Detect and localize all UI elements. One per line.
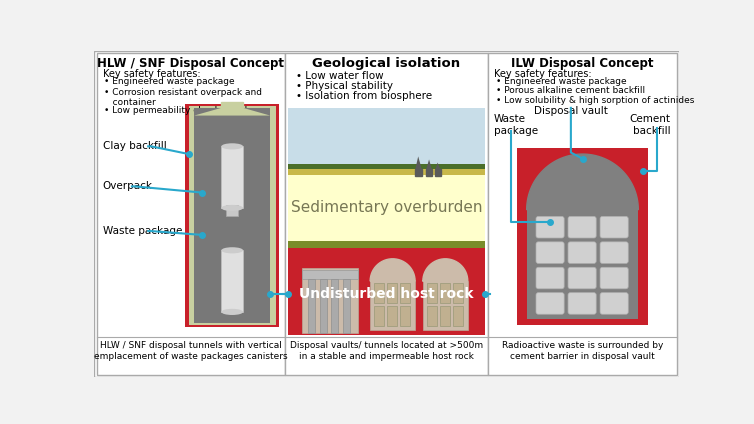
FancyBboxPatch shape (536, 267, 564, 289)
Bar (374, 306, 384, 326)
Bar (288, 170, 485, 243)
Polygon shape (195, 108, 270, 116)
Bar (423, 281, 467, 329)
Bar (427, 306, 437, 326)
Text: Cement
backfill: Cement backfill (630, 114, 671, 136)
Text: • Low permeability clay backfill: • Low permeability clay backfill (104, 106, 247, 115)
Bar (222, 250, 243, 312)
Text: • Corrosion resistant overpack and
   container: • Corrosion resistant overpack and conta… (104, 88, 262, 107)
Bar (400, 306, 410, 326)
Bar (400, 283, 410, 303)
FancyBboxPatch shape (600, 216, 628, 238)
Bar (426, 170, 432, 176)
Bar (288, 108, 485, 166)
Text: ILW Disposal Concept: ILW Disposal Concept (511, 57, 654, 70)
Bar (320, 279, 326, 333)
Ellipse shape (222, 247, 243, 254)
Bar (435, 170, 440, 176)
FancyBboxPatch shape (568, 293, 596, 314)
Text: • Engineered waste package: • Engineered waste package (495, 77, 627, 86)
Bar (222, 102, 243, 108)
FancyBboxPatch shape (600, 293, 628, 314)
Bar (302, 270, 357, 279)
FancyBboxPatch shape (536, 216, 564, 238)
FancyBboxPatch shape (536, 293, 564, 314)
Bar (222, 146, 243, 208)
Ellipse shape (222, 309, 243, 315)
Bar (488, 53, 677, 375)
FancyBboxPatch shape (568, 242, 596, 263)
Bar (195, 108, 270, 324)
Text: Clay backfill: Clay backfill (103, 141, 167, 151)
Text: • Low solubility & high sorption of actinides: • Low solubility & high sorption of acti… (495, 95, 694, 105)
Bar (370, 281, 415, 329)
FancyBboxPatch shape (568, 267, 596, 289)
Text: Key safety features:: Key safety features: (494, 70, 592, 79)
Bar (374, 283, 384, 303)
Text: HLW / SNF disposal tunnels with vertical
emplacement of waste packages canisters: HLW / SNF disposal tunnels with vertical… (94, 341, 287, 360)
Polygon shape (426, 159, 432, 170)
Bar (453, 306, 463, 326)
Bar (527, 209, 639, 319)
Bar (388, 306, 397, 326)
Polygon shape (423, 259, 467, 281)
Bar (185, 104, 280, 327)
Bar (288, 169, 485, 175)
Bar (308, 279, 315, 333)
Polygon shape (435, 162, 440, 170)
Bar (517, 148, 648, 325)
Polygon shape (415, 156, 422, 170)
FancyBboxPatch shape (600, 267, 628, 289)
Text: • Physical stability: • Physical stability (296, 81, 393, 91)
Bar (427, 283, 437, 303)
Text: Disposal vault: Disposal vault (534, 106, 608, 116)
Text: • Low water flow: • Low water flow (296, 71, 383, 81)
Bar (288, 247, 485, 335)
Bar (388, 283, 397, 303)
Text: • Engineered waste package: • Engineered waste package (104, 77, 235, 86)
Text: Radioactive waste is surrounded by
cement barrier in disposal vault: Radioactive waste is surrounded by cemen… (502, 341, 664, 360)
Bar (332, 279, 339, 333)
Text: Disposal vaults/ tunnels located at >500m
in a stable and impermeable host rock: Disposal vaults/ tunnels located at >500… (290, 341, 483, 360)
Text: • Isolation from biosphere: • Isolation from biosphere (296, 91, 432, 101)
Bar (97, 53, 285, 375)
Ellipse shape (222, 205, 243, 211)
FancyBboxPatch shape (536, 242, 564, 263)
Bar (440, 283, 450, 303)
Text: Geological isolation: Geological isolation (312, 57, 461, 70)
Bar (453, 283, 463, 303)
FancyBboxPatch shape (568, 216, 596, 238)
Text: Undisturbed host rock: Undisturbed host rock (299, 287, 474, 301)
Bar (288, 164, 485, 170)
Bar (415, 170, 422, 176)
Polygon shape (370, 259, 415, 281)
Bar (440, 306, 450, 326)
Text: Waste
package: Waste package (494, 114, 538, 136)
Bar (302, 268, 357, 333)
Text: Sedimentary overburden: Sedimentary overburden (291, 201, 482, 215)
Text: Waste package: Waste package (103, 226, 182, 236)
Bar (226, 205, 238, 216)
Bar (285, 53, 488, 375)
Ellipse shape (222, 143, 243, 149)
Bar (343, 279, 350, 333)
Polygon shape (527, 154, 639, 209)
FancyBboxPatch shape (600, 242, 628, 263)
Text: HLW / SNF Disposal Concept: HLW / SNF Disposal Concept (97, 57, 284, 70)
Text: Overpack: Overpack (103, 181, 153, 191)
Text: • Porous alkaline cement backfill: • Porous alkaline cement backfill (495, 86, 645, 95)
Text: Key safety features:: Key safety features: (103, 70, 201, 79)
Bar (288, 241, 485, 248)
Bar (188, 106, 276, 325)
